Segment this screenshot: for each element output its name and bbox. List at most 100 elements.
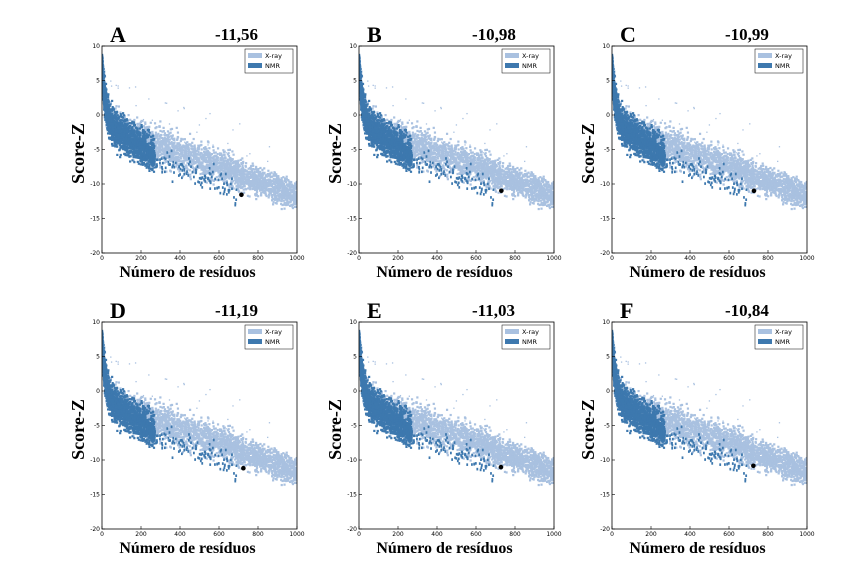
xray-point: [228, 183, 231, 186]
xray-point: [169, 153, 172, 157]
xray-point: [276, 185, 279, 188]
nmr-point: [161, 170, 164, 174]
xray-point: [175, 144, 178, 147]
xray-point: [236, 187, 240, 190]
xray-point: [266, 175, 269, 178]
nmr-point: [130, 147, 133, 150]
xray-point: [180, 149, 184, 152]
xray-point: [262, 183, 265, 187]
xray-point: [294, 185, 297, 188]
nmr-point: [131, 134, 134, 137]
xray-point: [172, 153, 175, 156]
xray-point: [253, 173, 256, 176]
nmr-point: [125, 135, 128, 139]
nmr-point: [129, 135, 132, 138]
nmr-point: [171, 165, 174, 169]
xray-point: [222, 149, 225, 152]
xray-point: [286, 203, 289, 206]
xray-point: [215, 154, 218, 158]
nmr-point: [129, 144, 133, 147]
nmr-point: [146, 151, 149, 155]
nmr-point: [130, 131, 133, 134]
nmr-point: [119, 156, 122, 159]
xray-point: [175, 146, 178, 149]
xray-point: [217, 159, 220, 162]
nmr-point: [131, 125, 134, 129]
xray-point: [277, 179, 280, 183]
xray-point: [208, 170, 211, 173]
xray-point: [231, 150, 234, 153]
xray-point: [212, 157, 215, 161]
nmr-point: [105, 115, 108, 118]
xray-point: [181, 167, 185, 170]
xray-point: [416, 154, 419, 157]
nmr-point: [120, 129, 123, 132]
nmr-point: [122, 128, 125, 131]
xray-point: [230, 174, 233, 177]
nmr-point: [122, 114, 126, 117]
xray-point: [294, 184, 297, 187]
xray-point: [281, 193, 285, 196]
xray-point: [255, 184, 258, 187]
xray-point: [201, 166, 204, 170]
xray-point: [285, 197, 288, 200]
xray-point: [278, 199, 281, 202]
xray-point: [172, 137, 175, 141]
xray-point: [158, 137, 161, 140]
xray-point: [272, 201, 275, 204]
nmr-point: [181, 169, 184, 172]
xray-point: [240, 178, 243, 181]
xray-point: [188, 154, 192, 157]
xray-point: [271, 195, 274, 199]
xray-point: [224, 159, 227, 162]
x-tick-label: 400: [174, 255, 186, 262]
xray-point: [243, 191, 246, 194]
nmr-point: [112, 119, 115, 123]
y-tick-label: 5: [96, 78, 100, 85]
xray-point: [165, 156, 168, 159]
xray-point: [290, 183, 293, 186]
xray-point: [158, 141, 161, 145]
xray-point: [273, 180, 276, 183]
nmr-point: [150, 144, 154, 147]
xray-point: [234, 176, 237, 180]
xray-point: [204, 166, 207, 169]
nmr-point: [146, 154, 149, 157]
xray-point: [209, 161, 212, 164]
xray-point: [247, 183, 250, 187]
nmr-point: [139, 163, 142, 166]
xray-point: [234, 163, 237, 166]
nmr-point: [164, 157, 167, 161]
xray-point: [185, 154, 189, 158]
y-tick-label: -5: [94, 147, 100, 154]
xray-point: [156, 153, 159, 156]
xray-point: [229, 169, 232, 172]
nmr-point: [148, 145, 151, 149]
xray-point: [165, 170, 168, 173]
xray-point: [295, 186, 297, 189]
xray-point: [249, 180, 252, 183]
nmr-point: [141, 161, 144, 164]
nmr-point: [111, 122, 114, 125]
xray-point: [171, 156, 174, 160]
nmr-point: [148, 156, 152, 159]
nmr-point: [144, 163, 147, 166]
xray-point: [275, 181, 279, 185]
xray-point: [278, 187, 281, 191]
xray-point: [255, 194, 258, 197]
xray-point: [241, 171, 244, 174]
nmr-point: [141, 139, 144, 142]
nmr-point: [227, 188, 230, 192]
nmr-point: [190, 165, 192, 169]
xray-point: [424, 157, 428, 160]
nmr-point: [131, 140, 134, 143]
xray-point: [223, 168, 227, 171]
nmr-point: [125, 133, 129, 137]
nmr-point: [107, 109, 110, 112]
nmr-point: [151, 148, 155, 151]
xray-point: [171, 146, 174, 149]
xray-point: [208, 177, 211, 180]
nmr-point: [159, 161, 161, 165]
panel-letter: B: [367, 22, 382, 47]
xray-point: [208, 168, 212, 171]
